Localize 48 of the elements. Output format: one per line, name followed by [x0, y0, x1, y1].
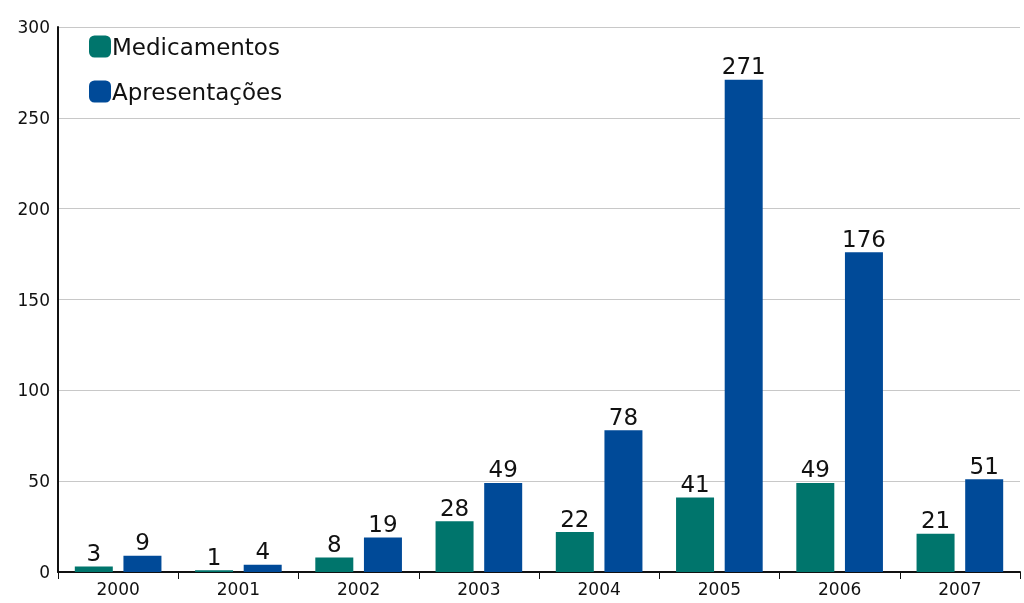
data-label: 19 — [368, 510, 398, 537]
bar — [484, 482, 523, 572]
data-label: 21 — [920, 507, 951, 534]
y-tick-label: 250 — [17, 107, 50, 128]
bar — [916, 533, 955, 572]
y-tick-label: 150 — [17, 289, 50, 310]
y-tick-label: 100 — [17, 380, 50, 401]
data-label: 49 — [800, 456, 830, 483]
x-tick-label: 2000 — [96, 578, 140, 599]
x-tick-label: 2001 — [216, 578, 261, 599]
bar — [555, 532, 594, 572]
y-tick-label: 50 — [28, 471, 50, 492]
data-label: 51 — [969, 452, 999, 479]
y-tick-label: 200 — [17, 198, 50, 219]
data-label: 4 — [255, 538, 271, 565]
data-label: 49 — [488, 456, 518, 483]
bar — [796, 482, 835, 572]
bar — [74, 566, 113, 572]
data-label: 78 — [608, 403, 639, 430]
data-label: 28 — [439, 494, 470, 521]
x-tick-label: 2006 — [817, 578, 862, 599]
bar — [123, 555, 162, 572]
x-tick-label: 2003 — [457, 578, 501, 599]
x-tick-label: 2002 — [336, 578, 381, 599]
bar — [315, 557, 354, 572]
data-label: 8 — [326, 530, 342, 557]
legend-label: Medicamentos — [112, 33, 280, 60]
x-tick-label: 2007 — [938, 578, 982, 599]
data-label: 9 — [135, 529, 150, 556]
x-tick-label: 2005 — [697, 578, 742, 599]
data-label: 176 — [841, 225, 886, 252]
bar — [965, 479, 1004, 572]
bar — [844, 252, 883, 572]
y-tick-label: 0 — [39, 562, 50, 582]
bar — [363, 537, 402, 572]
data-label: 41 — [680, 471, 710, 498]
data-label: 1 — [206, 543, 222, 570]
data-label: 3 — [86, 540, 102, 567]
legend-label: Apresentações — [112, 78, 283, 105]
data-label: 271 — [721, 53, 766, 80]
bar — [604, 430, 643, 572]
x-tick-label: 2004 — [577, 578, 621, 599]
bar — [724, 79, 763, 572]
bar — [676, 497, 715, 572]
bar — [243, 564, 282, 572]
data-label: 22 — [560, 505, 590, 532]
y-tick-label: 300 — [17, 17, 50, 37]
bar — [435, 521, 474, 572]
